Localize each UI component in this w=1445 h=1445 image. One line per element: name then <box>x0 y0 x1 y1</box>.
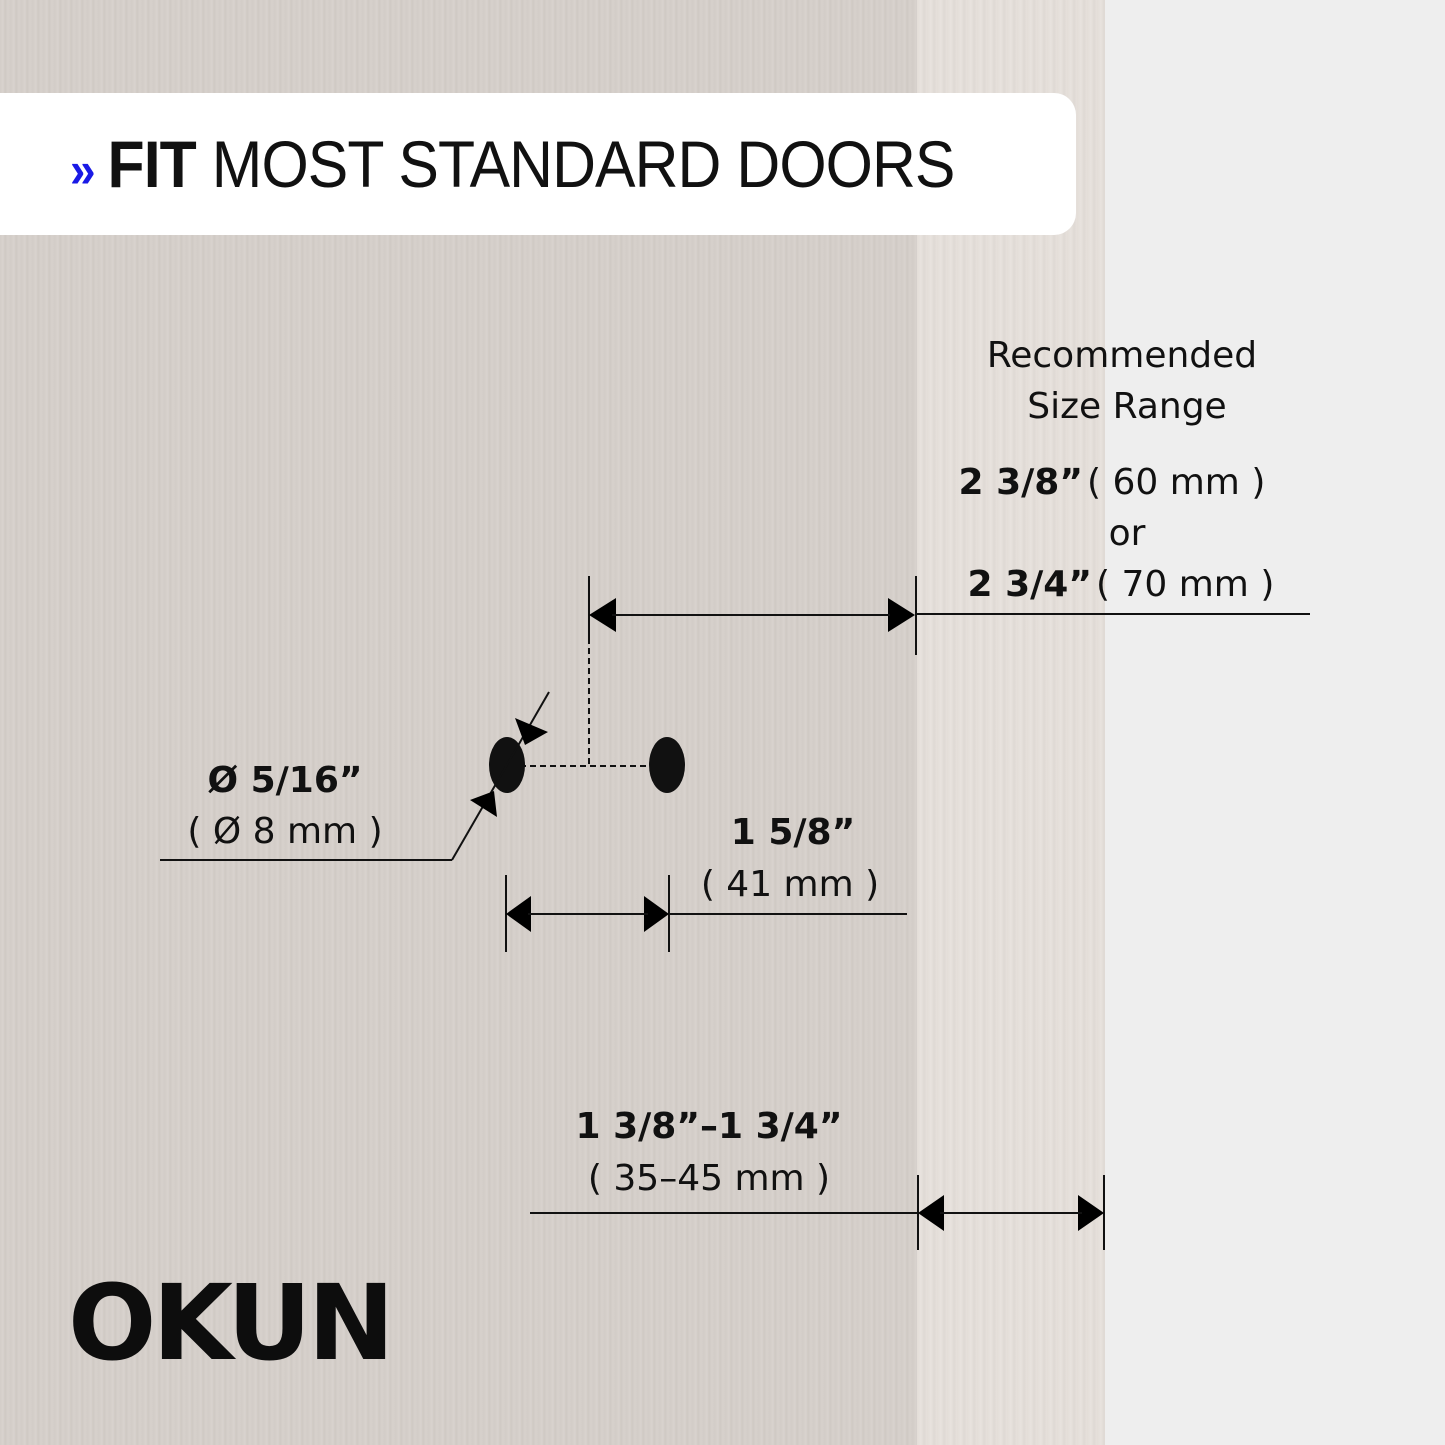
hole-diameter-metric: ( Ø 8 mm ) <box>187 811 382 852</box>
chevron-icon: » <box>70 142 96 198</box>
backset-opt1-metric: ( 60 mm ) <box>1087 462 1265 503</box>
title-rest: MOST STANDARD DOORS <box>195 127 956 201</box>
backset-dimension <box>588 576 1310 655</box>
door-thickness-imperial: 1 3/8”–1 3/4” <box>576 1106 843 1147</box>
title-banner: » FIT MOST STANDARD DOORS <box>0 93 1076 235</box>
page-title: » FIT MOST STANDARD DOORS <box>70 126 955 202</box>
backset-or: or <box>1109 513 1146 554</box>
hole-spacing-dimension <box>505 875 907 952</box>
door-edge <box>917 0 1105 1445</box>
hole-diameter-leader <box>160 691 550 861</box>
door-thickness-dimension <box>530 1175 1105 1250</box>
backset-heading-2: Size Range <box>1027 386 1226 427</box>
backset-opt1-imperial: 2 3/8” <box>959 462 1084 503</box>
backset-opt2-metric: ( 70 mm ) <box>1096 564 1274 605</box>
hole-spacing-metric: ( 41 mm ) <box>701 864 879 905</box>
backset-opt2-imperial: 2 3/4” <box>968 564 1093 605</box>
backset-heading-1: Recommended <box>987 335 1257 376</box>
brand-logo: OKUN <box>68 1262 395 1384</box>
hole-right <box>649 737 685 793</box>
hole-diameter-imperial: Ø 5/16” <box>207 760 362 801</box>
door-face <box>0 0 917 1445</box>
door-thickness-metric: ( 35–45 mm ) <box>588 1158 830 1199</box>
title-bold: FIT <box>107 127 197 201</box>
hole-spacing-imperial: 1 5/8” <box>731 812 856 853</box>
